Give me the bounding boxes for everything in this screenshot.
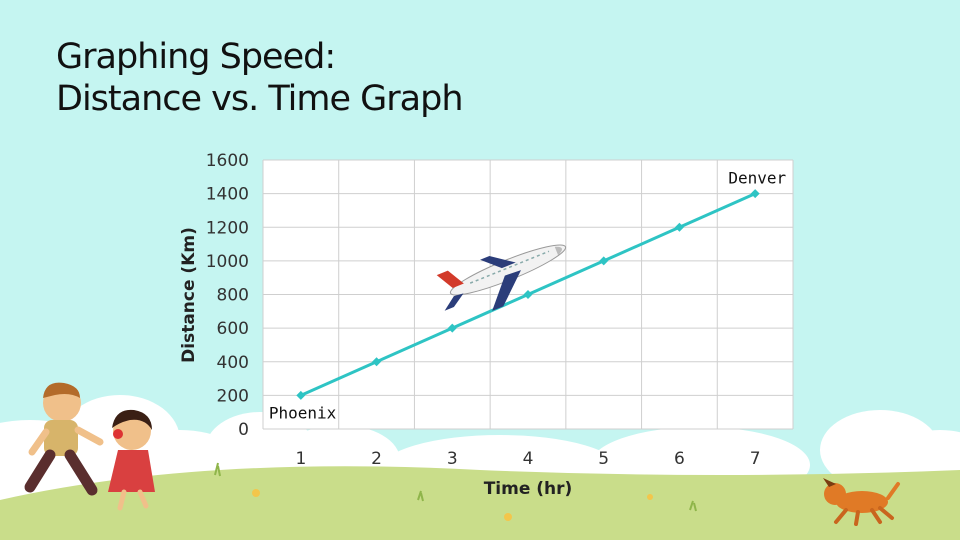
dog-running-icon xyxy=(823,478,900,526)
x-tick-label: 3 xyxy=(447,449,458,469)
y-tick-label: 0 xyxy=(238,420,249,440)
data-point xyxy=(372,357,382,367)
y-tick-label: 400 xyxy=(217,353,249,373)
x-tick-label: 1 xyxy=(295,449,306,469)
y-tick-label: 1400 xyxy=(206,185,249,205)
data-point xyxy=(599,256,609,266)
data-point xyxy=(523,290,533,299)
girl-running-icon xyxy=(108,409,155,511)
flower-icon xyxy=(252,489,653,521)
y-tick-label: 1000 xyxy=(206,252,249,272)
y-tick-labels: 0 200 400 600 800 1000 1200 1400 1600 xyxy=(206,151,249,440)
data-point xyxy=(447,323,457,333)
annotations: Phoenix Denver xyxy=(269,169,787,423)
grass-icon xyxy=(214,462,697,512)
grid xyxy=(262,159,794,430)
x-tick-label: 2 xyxy=(371,449,382,469)
annotation-label: Denver xyxy=(728,169,786,188)
data-point xyxy=(296,390,306,400)
y-axis-title: Distance (Km) xyxy=(179,227,199,363)
y-tick-label: 1600 xyxy=(206,151,249,171)
boy-running-icon xyxy=(24,382,104,496)
y-tick-label: 800 xyxy=(217,286,249,306)
airplane-icon xyxy=(436,244,567,311)
data-point xyxy=(750,189,760,199)
data-point xyxy=(674,222,684,232)
x-tick-label: 5 xyxy=(598,449,609,469)
annotation-label: Phoenix xyxy=(269,403,337,422)
x-axis-title: Time (hr) xyxy=(484,479,573,499)
y-tick-label: 600 xyxy=(217,319,249,339)
slide-title: Graphing Speed: Distance vs. Time Graph xyxy=(56,36,464,120)
x-tick-label: 4 xyxy=(523,449,534,469)
x-tick-label: 6 xyxy=(674,449,685,469)
y-tick-label: 200 xyxy=(217,386,249,406)
x-tick-label: 7 xyxy=(750,449,761,469)
data-points xyxy=(296,189,760,400)
grass-icon xyxy=(0,466,960,540)
y-tick-label: 1200 xyxy=(206,218,249,238)
title-line-1: Graphing Speed: xyxy=(56,37,336,77)
x-tick-labels: 1 2 3 4 5 6 7 xyxy=(295,449,760,469)
title-line-2: Distance vs. Time Graph xyxy=(56,79,464,119)
